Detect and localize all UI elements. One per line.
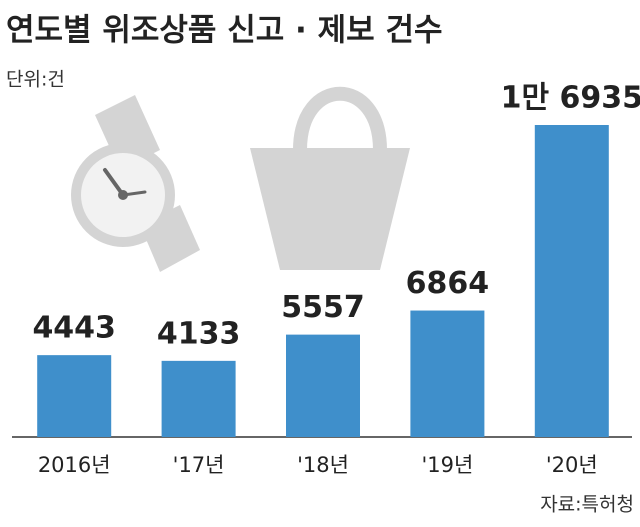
- bar: [286, 334, 360, 437]
- bar: [37, 355, 112, 437]
- value-label: 6864: [406, 266, 490, 301]
- x-tick-label: '17년: [173, 453, 225, 477]
- value-label: 1만 6935: [501, 81, 640, 116]
- bar: [534, 125, 609, 437]
- source-label: 자료:특허청: [540, 494, 634, 516]
- watch-icon: [71, 95, 200, 272]
- value-label: 4133: [157, 316, 241, 351]
- chart-title: 연도별 위조상품 신고 · 제보 건수: [6, 13, 443, 49]
- value-label: 5557: [281, 290, 365, 325]
- unit-label: 단위:건: [6, 69, 65, 91]
- bar: [161, 360, 236, 437]
- x-tick-label: '20년: [546, 453, 598, 477]
- bar: [410, 310, 485, 437]
- value-label: 4443: [32, 311, 116, 346]
- x-tick-label: 2016년: [38, 453, 111, 477]
- bag-icon: [250, 86, 410, 270]
- x-tick-label: '18년: [297, 453, 349, 477]
- x-tick-label: '19년: [421, 453, 473, 477]
